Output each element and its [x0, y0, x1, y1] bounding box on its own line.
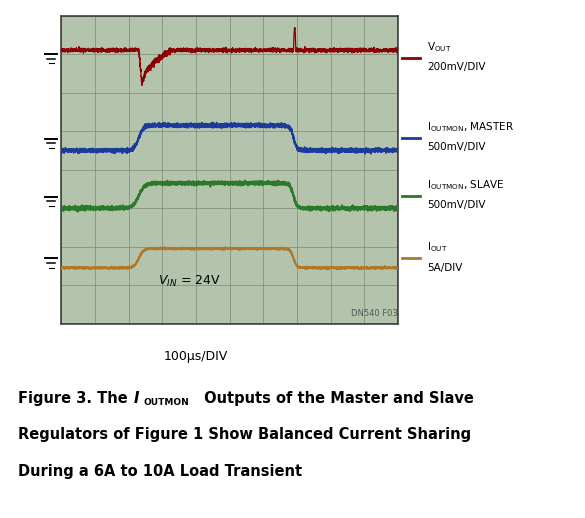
- Text: DN540 F03: DN540 F03: [351, 309, 398, 318]
- Text: V$_\mathregular{OUT}$: V$_\mathregular{OUT}$: [427, 40, 452, 54]
- Text: I$_\mathregular{OUT}$: I$_\mathregular{OUT}$: [427, 240, 448, 254]
- Text: 200mV/DIV: 200mV/DIV: [427, 63, 486, 73]
- Text: I: I: [133, 391, 139, 406]
- Text: Regulators of Figure 1 Show Balanced Current Sharing: Regulators of Figure 1 Show Balanced Cur…: [18, 427, 471, 442]
- Text: I$_\mathregular{OUTMON}$, MASTER: I$_\mathregular{OUTMON}$, MASTER: [427, 120, 514, 134]
- Text: 100μs/DIV: 100μs/DIV: [164, 350, 228, 363]
- Text: During a 6A to 10A Load Transient: During a 6A to 10A Load Transient: [18, 464, 302, 479]
- Text: $V_{IN}$ = 24V: $V_{IN}$ = 24V: [158, 274, 221, 289]
- Text: 500mV/DIV: 500mV/DIV: [427, 200, 486, 210]
- Text: Outputs of the Master and Slave: Outputs of the Master and Slave: [199, 391, 474, 406]
- Text: OUTMON: OUTMON: [144, 398, 190, 407]
- Text: 5A/DIV: 5A/DIV: [427, 263, 462, 273]
- Text: I$_\mathregular{OUTMON}$, SLAVE: I$_\mathregular{OUTMON}$, SLAVE: [427, 178, 504, 192]
- Text: Figure 3. The: Figure 3. The: [18, 391, 132, 406]
- Text: 500mV/DIV: 500mV/DIV: [427, 142, 486, 152]
